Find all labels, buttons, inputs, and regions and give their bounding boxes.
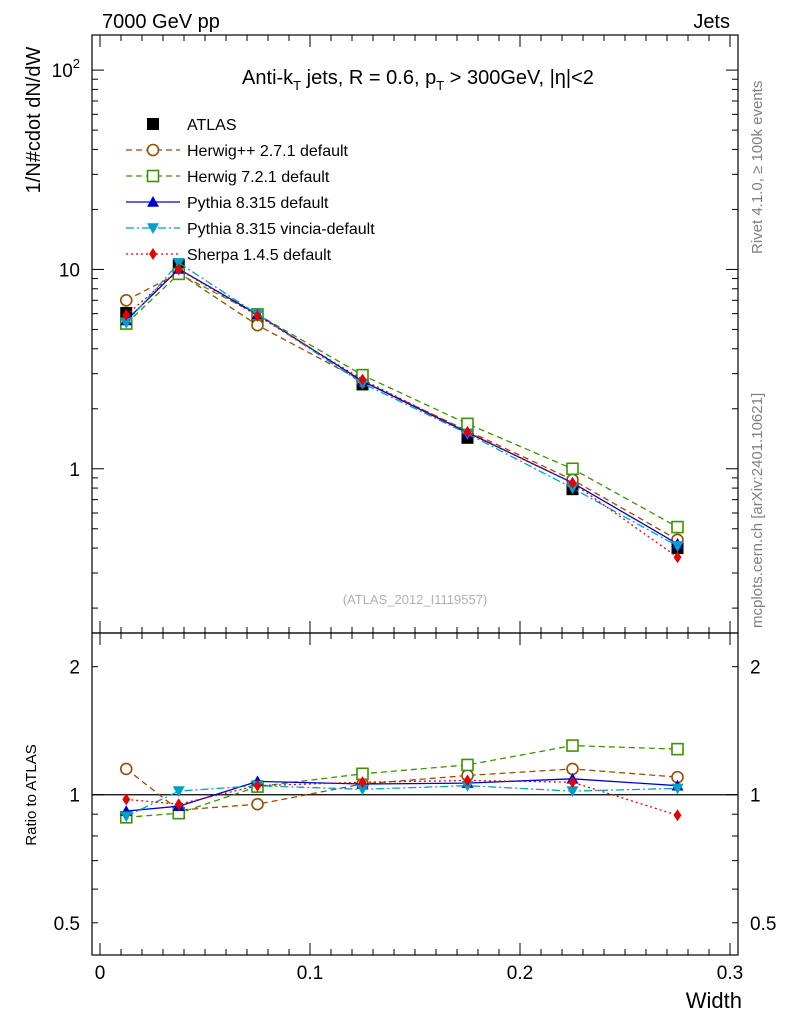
main-data-point bbox=[673, 551, 682, 564]
header-left: 7000 GeV pp bbox=[102, 11, 220, 33]
main-y-axis-label: 1/N#cdot dN/dW bbox=[23, 47, 45, 194]
x-tick-label: 0 bbox=[95, 963, 106, 984]
main-data-point bbox=[568, 476, 577, 489]
ratio-data-point bbox=[253, 779, 262, 792]
x-tick-label: 0.2 bbox=[507, 963, 533, 984]
ratio-data-point bbox=[461, 758, 474, 772]
ratio-data-point bbox=[120, 811, 133, 823]
ratio-y-axis-label: Ratio to ATLAS bbox=[23, 744, 40, 845]
ratio-data-point bbox=[172, 786, 185, 798]
ratio-y-tick-label: 2 bbox=[69, 658, 80, 679]
legend-label: Herwig++ 2.7.1 default bbox=[187, 143, 349, 160]
legend-label: Sherpa 1.4.5 default bbox=[187, 247, 332, 264]
ratio-series-line bbox=[126, 779, 678, 816]
legend-item: Pythia 8.315 vincia-default bbox=[126, 221, 375, 238]
ratio-data-point bbox=[463, 774, 472, 787]
main-data-point bbox=[120, 317, 133, 329]
legend-item: Herwig 7.2.1 default bbox=[126, 169, 330, 186]
legend-label: Pythia 8.315 default bbox=[187, 195, 329, 212]
legend: ATLAS Herwig++ 2.7.1 default Herwig 7.2.1 … bbox=[126, 117, 375, 264]
ratio-data-point bbox=[566, 762, 579, 776]
y-tick-label: 1 bbox=[69, 460, 80, 481]
legend-marker bbox=[149, 248, 157, 260]
main-data-point bbox=[172, 257, 185, 269]
main-axis-ticks: 102 10 1 bbox=[52, 35, 738, 633]
ratio-y-tick-label: 1 bbox=[69, 786, 80, 807]
ratio-y-tick-label-right: 1 bbox=[750, 786, 761, 807]
main-series-1 bbox=[119, 266, 684, 547]
y-tick-label: 102 bbox=[52, 56, 80, 82]
ratio-data-point bbox=[671, 783, 684, 795]
x-tick-label: 0.3 bbox=[717, 963, 743, 984]
main-data-point bbox=[463, 425, 472, 438]
ratio-series-line bbox=[126, 785, 678, 817]
ratio-plot-frame bbox=[91, 632, 739, 956]
mcplots-reference-text: mcplots.cern.ch [arXiv:2401.10621] bbox=[749, 393, 766, 628]
legend-marker bbox=[147, 223, 159, 234]
main-series-line bbox=[125, 261, 678, 547]
ratio-data-point bbox=[356, 784, 369, 796]
main-data-point bbox=[174, 263, 183, 276]
ratio-data-point bbox=[358, 776, 367, 789]
legend-item: Herwig++ 2.7.1 default bbox=[126, 143, 349, 160]
ratio-series-line bbox=[125, 768, 678, 811]
main-series-4 bbox=[120, 257, 684, 552]
ratio-data-point bbox=[251, 797, 264, 811]
main-series-3 bbox=[120, 263, 684, 549]
ratio-series-3 bbox=[120, 780, 684, 823]
main-data-point bbox=[122, 309, 131, 322]
ratio-data-point bbox=[174, 798, 183, 811]
ratio-series-group bbox=[119, 739, 684, 824]
legend-marker bbox=[147, 196, 159, 207]
legend-label: Herwig 7.2.1 default bbox=[187, 169, 330, 186]
main-series-line bbox=[125, 268, 678, 558]
ratio-series-4 bbox=[122, 774, 682, 822]
main-series-0 bbox=[120, 259, 684, 555]
main-data-point bbox=[119, 294, 133, 307]
analysis-watermark: (ATLAS_2012_I1119557) bbox=[343, 592, 488, 607]
main-data-point bbox=[671, 520, 684, 534]
legend-marker bbox=[146, 169, 160, 183]
main-series-5 bbox=[122, 263, 682, 564]
legend-marker bbox=[147, 118, 159, 130]
main-data-point bbox=[253, 309, 262, 322]
main-series-line bbox=[126, 272, 678, 541]
ratio-data-point bbox=[566, 786, 579, 798]
legend-item: Sherpa 1.4.5 default bbox=[126, 247, 332, 264]
main-data-point bbox=[358, 373, 367, 386]
header-right: Jets bbox=[693, 11, 730, 33]
rivet-version-text: Rivet 4.1.0, ≥ 100k events bbox=[749, 81, 766, 254]
ratio-y-tick-label-right: 2 bbox=[750, 658, 761, 679]
ratio-axis-ticks: 0 0.1 0.2 0.3 2 2 1 1 0.5 0.5 bbox=[54, 633, 776, 984]
legend-marker bbox=[146, 143, 160, 157]
ratio-data-point bbox=[566, 739, 579, 752]
main-series-group bbox=[119, 257, 684, 564]
main-data-point bbox=[671, 541, 684, 552]
ratio-y-tick-label-right: 0.5 bbox=[750, 914, 776, 935]
ratio-data-point bbox=[671, 742, 684, 756]
ratio-y-tick-label: 0.5 bbox=[54, 914, 80, 935]
main-series-line bbox=[125, 268, 678, 545]
ratio-data-point bbox=[568, 776, 577, 789]
ratio-data-point bbox=[122, 793, 131, 806]
legend-item: ATLAS bbox=[147, 117, 237, 134]
legend-item: Pythia 8.315 default bbox=[126, 195, 329, 212]
main-data-point bbox=[566, 462, 579, 476]
x-axis-label: Width bbox=[686, 988, 742, 1013]
legend-label: Pythia 8.315 vincia-default bbox=[187, 221, 375, 238]
main-title: Anti-kT jets, R = 0.6, pT > 300GeV, |η|<… bbox=[242, 67, 594, 93]
y-tick-label: 10 bbox=[59, 260, 80, 281]
x-tick-label: 0.1 bbox=[297, 963, 323, 984]
legend-label: ATLAS bbox=[187, 117, 237, 134]
ratio-data-point bbox=[673, 809, 682, 822]
ratio-data-point bbox=[119, 762, 133, 776]
